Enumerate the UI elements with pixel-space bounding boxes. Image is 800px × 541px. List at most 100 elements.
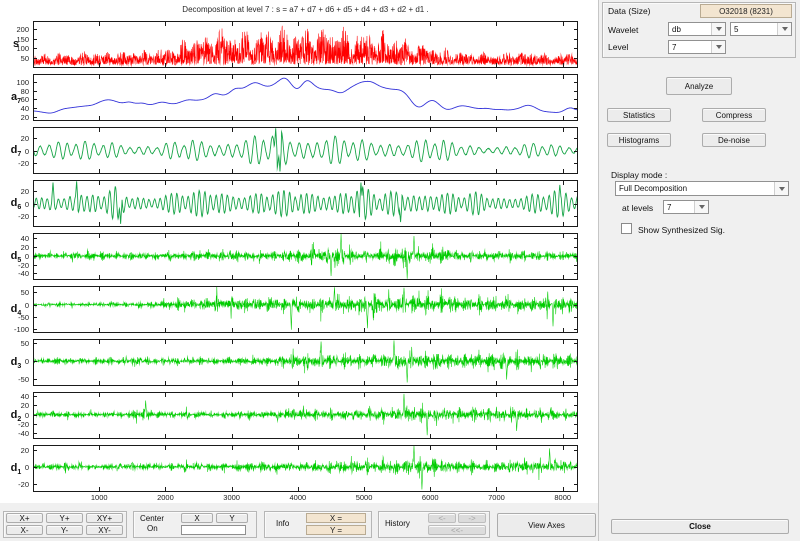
y-tick-label: 20	[20, 112, 29, 122]
y-tick-label: -100	[13, 325, 29, 335]
subplot-d2-canvas[interactable]	[33, 392, 578, 439]
subplot-d6-canvas[interactable]	[33, 180, 578, 227]
y-tick-label: -20	[18, 211, 29, 221]
history-forward-button[interactable]: ->	[458, 513, 486, 523]
y-tick-label: 0	[24, 357, 29, 367]
plot-label-d3: d3	[10, 355, 22, 370]
y-tick-label: 50	[20, 288, 29, 298]
y-tick-label: 200	[16, 24, 29, 34]
subplot-d1-canvas[interactable]	[33, 445, 578, 492]
data-size-value: O32018 (8231)	[700, 4, 792, 18]
center-y-button[interactable]: Y	[216, 513, 248, 523]
y-tick-label: -40	[18, 429, 29, 439]
zoom-y-plus-button[interactable]: Y+	[46, 513, 83, 523]
y-tick-label: -20	[18, 260, 29, 270]
subplot-d5-canvas[interactable]	[33, 233, 578, 280]
y-tick-label: -40	[18, 269, 29, 279]
close-button[interactable]: Close	[611, 519, 789, 534]
center-label: Center	[140, 514, 165, 523]
statistics-button[interactable]: Statistics	[607, 108, 671, 122]
y-tick-label: -20	[18, 158, 29, 168]
zoom-x-plus-button[interactable]: X+	[6, 513, 43, 523]
plots-root: s 50 100 150 200 a7 20 40 60 80 100 d7 -20 0 20 d6 -20 0 2…	[10, 21, 578, 502]
at-levels-select[interactable]: 7	[663, 200, 709, 214]
zoom-x-minus-button[interactable]: X-	[6, 525, 43, 535]
wavelet-number-value: 5	[734, 24, 739, 34]
denoise-button[interactable]: De-noise	[702, 133, 766, 147]
display-mode-select[interactable]: Full Decomposition	[615, 181, 789, 196]
histograms-button[interactable]: Histograms	[607, 133, 671, 147]
chevron-down-icon	[711, 23, 725, 35]
y-tick-label: 40	[20, 103, 29, 113]
y-tick-label: 20	[20, 446, 29, 456]
y-tick-label: 40	[20, 234, 29, 244]
plot-label-a7: a7	[10, 90, 22, 105]
x-tick-label: 2000	[157, 493, 174, 502]
plot-label-d2: d2	[10, 408, 22, 423]
level-value: 7	[672, 42, 677, 52]
y-tick-label: 0	[24, 410, 29, 420]
y-tick-label: 20	[20, 243, 29, 253]
y-tick-label: 100	[16, 77, 29, 87]
subplot-d3-canvas[interactable]	[33, 339, 578, 386]
plot-label-d7: d7	[10, 143, 22, 158]
x-tick-label: 7000	[488, 493, 505, 502]
subplot-d7-canvas[interactable]	[33, 127, 578, 174]
zoom-y-minus-button[interactable]: Y-	[46, 525, 83, 535]
y-tick-label: -20	[18, 479, 29, 489]
x-tick-label: 8000	[554, 493, 572, 502]
info-label: Info	[276, 519, 290, 528]
chevron-down-icon	[711, 41, 725, 53]
plot-label-d4: d4	[10, 302, 22, 317]
x-tick-label: 6000	[421, 493, 439, 502]
x-tick-label: 3000	[223, 493, 240, 502]
zoom-xy-plus-button[interactable]: XY+	[86, 513, 123, 523]
display-mode-value: Full Decomposition	[619, 184, 688, 193]
subplot-a7-canvas[interactable]	[33, 74, 578, 121]
compress-button[interactable]: Compress	[702, 108, 766, 122]
y-tick-label: 60	[20, 95, 29, 105]
x-tick-label: 5000	[355, 493, 373, 502]
chevron-down-icon	[774, 182, 788, 195]
chevron-down-icon	[777, 23, 791, 35]
wavelet-family-value: db	[672, 24, 681, 34]
subplot-d4-canvas[interactable]	[33, 286, 578, 333]
y-tick-label: 80	[20, 86, 29, 96]
y-tick-label: 20	[20, 187, 29, 197]
center-x-button[interactable]: X	[181, 513, 213, 523]
y-tick-label: -50	[18, 374, 29, 384]
y-tick-label: 20	[20, 134, 29, 144]
plot-label-s: s	[12, 37, 20, 50]
chevron-down-icon	[694, 201, 708, 213]
level-select[interactable]: 7	[668, 40, 726, 54]
analyze-button[interactable]: Analyze	[666, 77, 732, 95]
wavelet-number-select[interactable]: 5	[730, 22, 792, 36]
history-reset-button[interactable]: <<-	[428, 525, 486, 535]
zoom-xy-minus-button[interactable]: XY-	[86, 525, 123, 535]
y-tick-label: 0	[24, 199, 29, 209]
history-back-button[interactable]: <-	[428, 513, 456, 523]
wavelet-label: Wavelet	[608, 25, 639, 35]
wavelet-family-select[interactable]: db	[668, 22, 726, 36]
y-tick-label: 50	[20, 339, 29, 349]
subplot-s-canvas[interactable]	[33, 21, 578, 68]
y-tick-label: -50	[18, 312, 29, 322]
show-synthesized-label: Show Synthesized Sig.	[638, 225, 725, 235]
view-axes-button[interactable]: View Axes	[497, 513, 596, 537]
y-tick-label: 100	[16, 44, 29, 54]
info-y-field: Y =	[306, 525, 366, 535]
display-mode-label: Display mode :	[611, 170, 668, 180]
level-label: Level	[608, 42, 629, 52]
x-tick-label: 4000	[289, 493, 307, 502]
y-tick-label: 0	[24, 462, 29, 472]
at-levels-label: at levels	[622, 203, 654, 213]
x-tick-label: 1000	[90, 493, 108, 502]
show-synthesized-checkbox[interactable]	[621, 223, 632, 234]
y-tick-label: 0	[24, 251, 29, 261]
center-on-label: On	[147, 524, 158, 533]
panel-divider	[598, 0, 599, 541]
chart-title: Decomposition at level 7 : s = a7 + d7 +…	[182, 5, 429, 14]
center-on-input[interactable]	[181, 525, 246, 535]
y-tick-label: 40	[20, 391, 29, 401]
y-tick-label: 20	[20, 401, 29, 411]
